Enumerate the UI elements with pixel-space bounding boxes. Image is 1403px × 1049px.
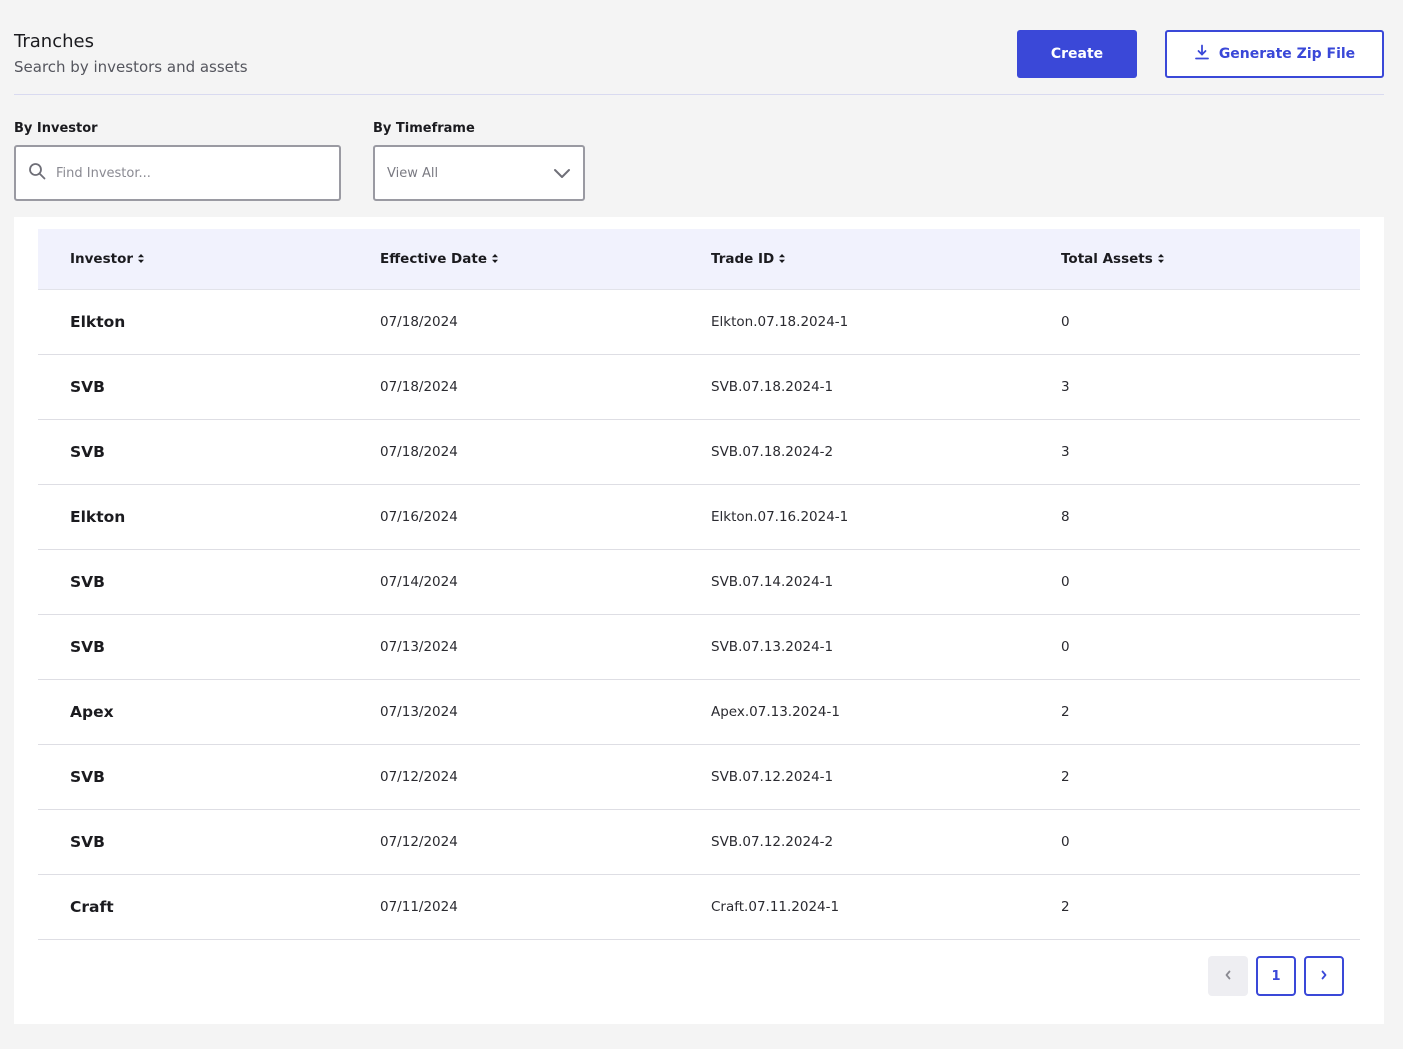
chevron-right-icon <box>1320 969 1328 984</box>
page-number-label: 1 <box>1271 968 1281 984</box>
total-assets-cell: 0 <box>1061 834 1070 850</box>
tranches-table: Investor Effective Date Trade ID Total A… <box>14 217 1384 1024</box>
column-header-label: Investor <box>70 251 134 267</box>
investor-search-input[interactable] <box>56 165 326 181</box>
total-assets-cell: 2 <box>1061 769 1070 785</box>
investor-search-field <box>14 145 341 201</box>
trade-id-cell: SVB.07.18.2024-2 <box>711 444 834 460</box>
investor-cell: SVB <box>70 638 105 656</box>
total-assets-cell: 0 <box>1061 314 1070 330</box>
table-row[interactable]: SVB 07/12/2024 SVB.07.12.2024-2 0 <box>38 810 1360 875</box>
investor-cell: SVB <box>70 443 105 461</box>
table-body: Elkton 07/18/2024 Elkton.07.18.2024-1 0 … <box>38 290 1360 940</box>
total-assets-cell: 3 <box>1061 379 1070 395</box>
timeframe-filter-label: By Timeframe <box>373 121 475 136</box>
trade-id-cell: SVB.07.12.2024-1 <box>711 769 834 785</box>
sort-icon <box>138 251 145 267</box>
investor-filter-label: By Investor <box>14 121 98 136</box>
search-icon <box>28 162 46 184</box>
trade-id-cell: Craft.07.11.2024-1 <box>711 899 840 915</box>
trade-id-cell: SVB.07.12.2024-2 <box>711 834 834 850</box>
trade-id-cell: Elkton.07.18.2024-1 <box>711 314 849 330</box>
total-assets-cell: 0 <box>1061 639 1070 655</box>
sort-icon <box>779 251 786 267</box>
timeframe-select[interactable]: View All <box>373 145 585 201</box>
effective-date-cell: 07/13/2024 <box>380 704 458 720</box>
total-assets-cell: 8 <box>1061 509 1070 525</box>
effective-date-cell: 07/13/2024 <box>380 639 458 655</box>
timeframe-select-value: View All <box>387 165 439 181</box>
table-row[interactable]: SVB 07/18/2024 SVB.07.18.2024-1 3 <box>38 355 1360 420</box>
column-header-total-assets[interactable]: Total Assets <box>1061 229 1164 289</box>
table-row[interactable]: Apex 07/13/2024 Apex.07.13.2024-1 2 <box>38 680 1360 745</box>
effective-date-cell: 07/18/2024 <box>380 444 458 460</box>
column-header-investor[interactable]: Investor <box>70 229 145 289</box>
column-header-effective-date[interactable]: Effective Date <box>380 229 498 289</box>
table-row[interactable]: SVB 07/18/2024 SVB.07.18.2024-2 3 <box>38 420 1360 485</box>
investor-cell: Craft <box>70 898 114 916</box>
investor-cell: Elkton <box>70 508 126 526</box>
total-assets-cell: 0 <box>1061 574 1070 590</box>
effective-date-cell: 07/12/2024 <box>380 769 458 785</box>
trade-id-cell: SVB.07.14.2024-1 <box>711 574 834 590</box>
effective-date-cell: 07/18/2024 <box>380 379 458 395</box>
trade-id-cell: SVB.07.13.2024-1 <box>711 639 834 655</box>
total-assets-cell: 3 <box>1061 444 1070 460</box>
trade-id-cell: Elkton.07.16.2024-1 <box>711 509 849 525</box>
investor-cell: Elkton <box>70 313 126 331</box>
create-button[interactable]: Create <box>1017 30 1137 78</box>
column-header-trade-id[interactable]: Trade ID <box>711 229 786 289</box>
column-header-label: Total Assets <box>1061 251 1153 267</box>
column-header-label: Effective Date <box>380 251 487 267</box>
sort-icon <box>491 251 498 267</box>
page-number-button[interactable]: 1 <box>1256 956 1296 996</box>
page-subtitle: Search by investors and assets <box>14 58 248 76</box>
next-page-button[interactable] <box>1304 956 1344 996</box>
sort-icon <box>1157 251 1164 267</box>
chevron-down-icon <box>553 164 571 183</box>
investor-cell: SVB <box>70 378 105 396</box>
page-header: Tranches Search by investors and assets … <box>14 0 1384 95</box>
generate-zip-button[interactable]: Generate Zip File <box>1165 30 1384 78</box>
previous-page-button[interactable] <box>1208 956 1248 996</box>
effective-date-cell: 07/12/2024 <box>380 834 458 850</box>
table-row[interactable]: SVB 07/14/2024 SVB.07.14.2024-1 0 <box>38 550 1360 615</box>
effective-date-cell: 07/16/2024 <box>380 509 458 525</box>
investor-cell: SVB <box>70 833 105 851</box>
total-assets-cell: 2 <box>1061 899 1070 915</box>
create-button-label: Create <box>1050 46 1104 62</box>
table-header: Investor Effective Date Trade ID Total A… <box>38 229 1360 290</box>
page-title: Tranches <box>14 31 94 52</box>
investor-cell: SVB <box>70 573 105 591</box>
generate-zip-label: Generate Zip File <box>1218 46 1356 62</box>
chevron-left-icon <box>1224 969 1232 984</box>
effective-date-cell: 07/14/2024 <box>380 574 458 590</box>
trade-id-cell: SVB.07.18.2024-1 <box>711 379 834 395</box>
table-row[interactable]: Elkton 07/18/2024 Elkton.07.18.2024-1 0 <box>38 290 1360 355</box>
table-row[interactable]: SVB 07/12/2024 SVB.07.12.2024-1 2 <box>38 745 1360 810</box>
effective-date-cell: 07/11/2024 <box>380 899 458 915</box>
table-row[interactable]: Craft 07/11/2024 Craft.07.11.2024-1 2 <box>38 875 1360 940</box>
download-icon <box>1194 44 1210 64</box>
table-row[interactable]: Elkton 07/16/2024 Elkton.07.16.2024-1 8 <box>38 485 1360 550</box>
trade-id-cell: Apex.07.13.2024-1 <box>711 704 840 720</box>
investor-cell: Apex <box>70 703 114 721</box>
table-row[interactable]: SVB 07/13/2024 SVB.07.13.2024-1 0 <box>38 615 1360 680</box>
investor-cell: SVB <box>70 768 105 786</box>
column-header-label: Trade ID <box>711 251 775 267</box>
effective-date-cell: 07/18/2024 <box>380 314 458 330</box>
total-assets-cell: 2 <box>1061 704 1070 720</box>
